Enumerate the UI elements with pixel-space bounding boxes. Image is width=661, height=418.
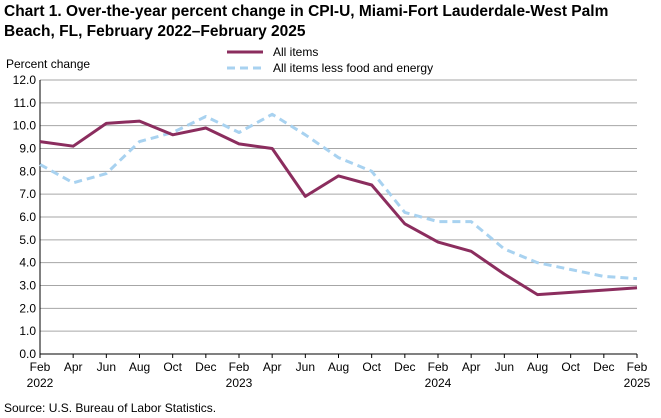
x-tick-label: Apr: [64, 360, 83, 374]
series-line-all-items: [39, 119, 638, 297]
x-tick-label: Oct: [362, 360, 381, 374]
source-note: Source: U.S. Bureau of Labor Statistics.: [4, 401, 217, 415]
legend-label: All items: [273, 45, 318, 59]
x-tick-label: Aug: [328, 360, 349, 374]
x-tick-label: Dec: [593, 360, 614, 374]
x-tick-label: Apr: [263, 360, 282, 374]
y-tick-label: 5.0: [19, 233, 36, 247]
x-tick-label: Dec: [394, 360, 415, 374]
x-tick-label: Feb: [229, 360, 250, 374]
y-tick-label: 9.0: [19, 142, 36, 156]
x-tick-label: Feb: [428, 360, 449, 374]
y-tick-label: 6.0: [19, 210, 36, 224]
x-tick-label: Aug: [527, 360, 548, 374]
y-tick-label: 1.0: [19, 324, 36, 338]
y-axis-label: Percent change: [6, 57, 90, 71]
y-tick-labels: 0.0 1.0 2.0 3.0 4.0 5.0 6.0 7.0 8.0 9.0 10.0 11.0 12…: [13, 73, 37, 361]
x-tick-labels: Feb Apr Jun Aug Oct Dec Feb Apr Jun Aug Oct Dec Feb A…: [27, 354, 651, 390]
y-tick-label: 7.0: [19, 187, 36, 201]
x-tick-label: Feb: [30, 360, 51, 374]
x-tick-label: Dec: [195, 360, 216, 374]
y-tick-label: 3.0: [19, 279, 36, 293]
x-tick-label: Oct: [561, 360, 580, 374]
y-tick-label: 12.0: [13, 73, 37, 87]
x-year-label: 2024: [425, 376, 452, 390]
x-tick-label: Jun: [97, 360, 116, 374]
x-year-label: 2023: [226, 376, 253, 390]
series-line-core: [39, 112, 638, 281]
chart-title: Chart 1. Over-the-year percent change in…: [4, 3, 609, 40]
x-tick-label: Oct: [163, 360, 182, 374]
legend-label: All items less food and energy: [273, 61, 433, 75]
x-tick-label: Feb: [627, 360, 648, 374]
legend: All items All items less food and energy: [227, 45, 433, 75]
y-tick-label: 11.0: [14, 96, 37, 110]
x-tick-label: Apr: [462, 360, 481, 374]
series-lines: [39, 112, 638, 297]
gridlines: [39, 79, 637, 355]
x-year-label: 2022: [27, 376, 54, 390]
x-tick-label: Jun: [296, 360, 315, 374]
x-tick-label: Aug: [129, 360, 150, 374]
y-tick-label: 8.0: [19, 164, 36, 178]
x-year-label: 2025: [624, 376, 651, 390]
y-tick-label: 4.0: [19, 256, 36, 270]
y-tick-label: 2.0: [19, 301, 36, 315]
y-tick-label: 0.0: [19, 347, 36, 361]
x-tick-label: Jun: [495, 360, 514, 374]
y-tick-label: 10.0: [13, 119, 37, 133]
